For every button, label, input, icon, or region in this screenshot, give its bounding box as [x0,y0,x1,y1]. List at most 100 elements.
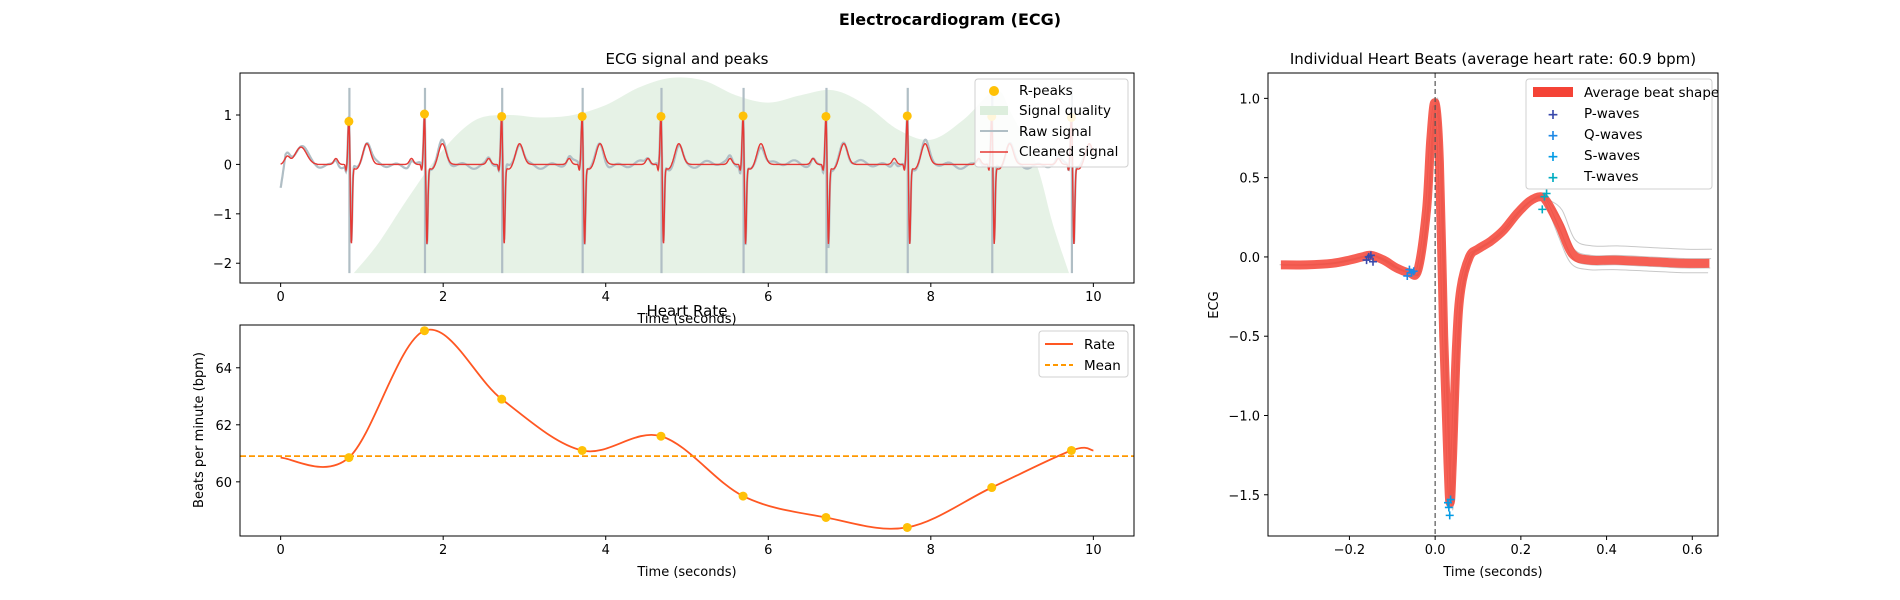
r-peak-marker [577,111,587,121]
ecg-x-axis-label: Time (seconds) [636,312,736,327]
legend-label-avg-beat: Average beat shape [1584,85,1719,101]
ecg-y-tick-label: 0 [224,158,232,173]
hr-y-ticks: 60 62 64 [215,362,240,491]
heart-rate-line [280,328,1094,530]
beats-legend: Average beat shape + P-waves + Q-waves +… [1525,78,1719,190]
ecg-x-ticks: 0 2 4 6 8 10 [276,283,1102,305]
ecg-x-tick-label: 8 [927,290,935,305]
q-wave-marker [1409,267,1418,276]
legend-label-p: P-waves [1584,106,1639,122]
legend-swatch-avg-beat [1533,87,1573,97]
ecg-y-tick-label: −1 [213,208,232,223]
beats-y-axis-label: ECG [1207,291,1222,318]
r-peak-marker [902,111,912,121]
hr-panel-title: Heart Rate [647,302,728,320]
ecg-y-tick-label: −2 [213,257,232,272]
hr-x-tick-label: 2 [439,543,447,558]
legend-label-rate: Rate [1084,337,1115,353]
average-beat-line [1280,98,1710,508]
legend-label-s: S-waves [1584,148,1640,164]
beats-x-ticks: −0.2 0.0 0.2 0.4 0.6 [1334,536,1703,558]
beats-plot-area [1279,73,1713,536]
beats-y-tick-label: 0.0 [1239,251,1260,266]
beats-y-tick-label: 0.5 [1239,172,1260,187]
legend-swatch-s: + [1547,149,1559,165]
hr-y-axis-label: Beats per minute (bpm) [192,352,207,508]
heart-beats-panel: Individual Heart Beats (average heart ra… [1207,50,1719,580]
hr-y-tick-label: 60 [215,476,232,491]
legend-label-mean: Mean [1084,358,1121,374]
cleaned-signal-line [280,117,1095,244]
beats-panel-title: Individual Heart Beats (average heart ra… [1290,50,1696,68]
heart-rate-point [497,394,507,404]
beats-x-tick-label: 0.6 [1682,543,1703,558]
r-peak-marker [738,111,748,121]
s-wave-marker [1444,503,1453,512]
beats-x-axis-label: Time (seconds) [1442,565,1542,580]
beats-y-ticks: 1.0 0.5 0.0 −0.5 −1.0 −1.5 [1228,92,1268,504]
legend-swatch-q: + [1547,128,1559,144]
heart-rate-point [1066,445,1076,455]
ecg-panel: ECG signal and peaks 0 2 4 6 8 10 10 −1 −2 Time… [213,50,1135,327]
ecg-legend: R-peaks Signal quality Raw signal Cleane… [974,78,1129,168]
beats-y-tick-label: 1.0 [1239,92,1260,107]
beats-x-tick-label: −0.2 [1334,543,1366,558]
beats-plot-frame [1267,72,1719,537]
beats-y-tick-label: −0.5 [1228,330,1260,345]
legend-label-raw: Raw signal [1019,124,1092,140]
heart-rate-point [902,522,912,532]
hr-y-tick-label: 62 [215,419,232,434]
signal-quality-area [353,77,1069,274]
s-wave-marker [1445,511,1454,520]
legend-label-cleaned: Cleaned signal [1019,144,1118,160]
heart-rate-point [987,483,997,493]
ecg-plot-frame [239,72,1135,284]
heart-rate-point [656,431,666,441]
hr-y-tick-label: 64 [215,362,232,377]
ecg-x-tick-label: 2 [439,290,447,305]
legend-swatch-t: + [1547,170,1559,186]
hr-x-tick-label: 10 [1085,543,1102,558]
legend-swatch-rpeaks [989,86,999,96]
ecg-x-tick-label: 10 [1085,290,1102,305]
hr-x-axis-label: Time (seconds) [636,565,736,580]
beats-x-tick-label: 0.2 [1511,543,1532,558]
legend-label-q: Q-waves [1584,127,1643,143]
r-peak-marker [656,111,666,121]
beats-y-tick-label: −1.0 [1228,409,1260,424]
legend-label-t: T-waves [1583,169,1639,185]
ecg-panel-title: ECG signal and peaks [606,50,769,68]
ecg-x-tick-label: 4 [602,290,610,305]
r-peak-marker [344,116,354,126]
heart-rate-point [821,512,831,522]
legend-label-quality: Signal quality [1019,103,1111,119]
beats-legend-box [1525,78,1713,190]
r-peak-marker [821,111,831,121]
figure-title: Electrocardiogram (ECG) [839,10,1061,29]
ecg-x-tick-label: 6 [764,290,772,305]
legend-label-rpeaks: R-peaks [1019,83,1073,99]
beats-x-tick-label: 0.4 [1596,543,1617,558]
hr-x-tick-label: 0 [276,543,284,558]
beats-x-tick-label: 0.0 [1425,543,1446,558]
heart-rate-point [577,445,587,455]
ecg-y-ticks: 1 0 −1 −2 [213,109,240,272]
heart-rate-point [419,326,429,336]
t-wave-marker [1538,205,1547,214]
ecg-legend-box [974,78,1129,168]
beats-y-tick-label: −1.5 [1228,489,1260,504]
heart-rate-point [344,453,354,463]
legend-swatch-p: + [1547,107,1559,123]
legend-swatch-quality [980,106,1008,115]
hr-x-tick-label: 6 [764,543,772,558]
hr-legend: Rate Mean [1038,330,1129,378]
hr-plot-frame [239,324,1135,537]
r-peak-marker [497,111,507,121]
hr-plot-area [240,326,1134,532]
ecg-plot-area [279,77,1095,274]
s-wave-marker [1446,495,1455,504]
hr-x-ticks: 0 2 4 6 8 10 [276,536,1102,558]
hr-x-tick-label: 4 [602,543,610,558]
ecg-x-tick-label: 0 [276,290,284,305]
